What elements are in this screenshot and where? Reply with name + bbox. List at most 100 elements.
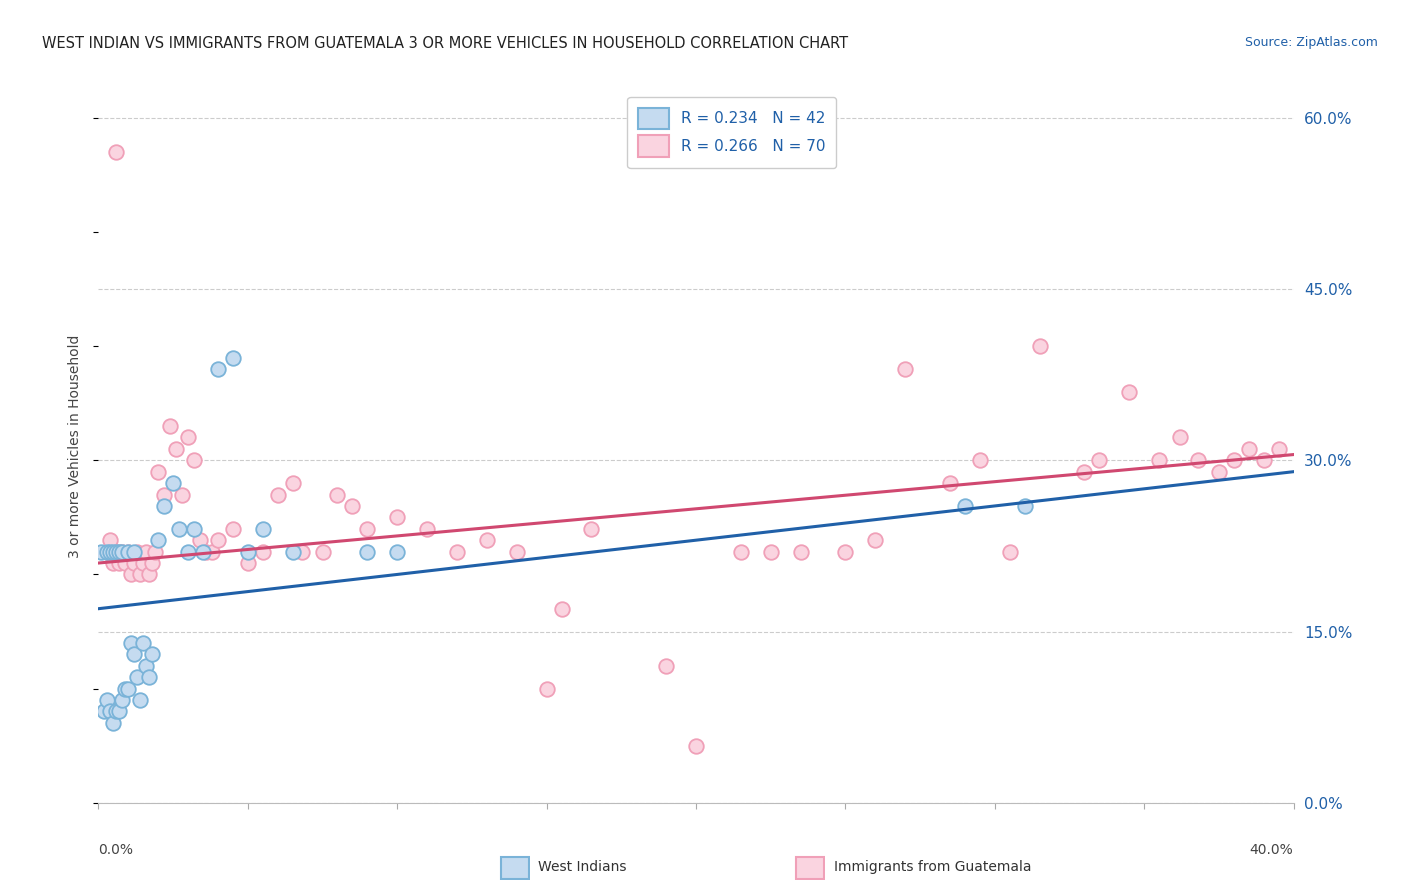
Text: 40.0%: 40.0% (1250, 843, 1294, 857)
Point (969, 453, 991, 467)
Point (129, 567, 152, 582)
Point (865, 533, 887, 548)
Point (385, 544, 409, 558)
Point (153, 499, 176, 513)
Point (96, 544, 118, 558)
Point (108, 705, 131, 719)
Text: 0.0%: 0.0% (98, 843, 134, 857)
Point (207, 362, 229, 376)
Point (172, 487, 194, 501)
Point (105, 544, 128, 558)
Point (129, 693, 152, 707)
Point (148, 533, 170, 548)
Point (153, 487, 176, 501)
Point (114, 681, 136, 696)
Point (96, 693, 118, 707)
Point (222, 351, 245, 365)
Point (342, 499, 364, 513)
Point (177, 544, 200, 558)
Point (117, 544, 139, 558)
Point (141, 648, 163, 662)
Text: Source: ZipAtlas.com: Source: ZipAtlas.com (1244, 36, 1378, 49)
Text: Immigrants from Guatemala: Immigrants from Guatemala (834, 860, 1031, 874)
Point (550, 601, 572, 615)
Point (1088, 453, 1111, 467)
Point (114, 556, 136, 570)
Point (201, 544, 224, 558)
Point (148, 465, 170, 479)
Point (1223, 453, 1246, 467)
Point (103, 715, 125, 730)
Point (98, 705, 122, 719)
Point (124, 556, 146, 570)
Point (195, 544, 218, 558)
Point (138, 670, 160, 684)
Point (90, 544, 112, 558)
Point (141, 556, 163, 570)
Point (252, 522, 274, 536)
Point (103, 544, 125, 558)
Point (188, 533, 211, 548)
Point (111, 544, 134, 558)
Point (267, 487, 290, 501)
Text: West Indians: West Indians (538, 860, 627, 874)
Point (356, 522, 378, 536)
Point (939, 476, 962, 491)
Point (326, 487, 349, 501)
Point (177, 430, 200, 444)
Point (1208, 465, 1230, 479)
Point (998, 544, 1021, 558)
Point (108, 544, 131, 558)
Point (730, 544, 752, 558)
Point (416, 522, 439, 536)
Point (356, 544, 378, 558)
Point (108, 556, 131, 570)
Point (1147, 453, 1170, 467)
Point (1267, 442, 1289, 456)
Point (105, 705, 128, 719)
Point (281, 544, 304, 558)
Point (655, 658, 678, 673)
Point (222, 522, 245, 536)
Point (183, 453, 205, 467)
Point (789, 544, 811, 558)
Point (1073, 465, 1095, 479)
Point (103, 556, 125, 570)
Point (1168, 430, 1191, 444)
Point (127, 544, 149, 558)
Point (183, 522, 205, 536)
Point (138, 567, 160, 582)
Point (135, 544, 157, 558)
Point (111, 693, 134, 707)
Point (120, 636, 142, 650)
Point (117, 544, 139, 558)
Point (1014, 499, 1036, 513)
Point (475, 533, 498, 548)
Point (93, 705, 115, 719)
Point (252, 544, 274, 558)
Point (581, 522, 603, 536)
Point (117, 681, 139, 696)
Point (135, 658, 157, 673)
Text: WEST INDIAN VS IMMIGRANTS FROM GUATEMALA 3 OR MORE VEHICLES IN HOUSEHOLD CORRELA: WEST INDIAN VS IMMIGRANTS FROM GUATEMALA… (42, 36, 848, 51)
Point (167, 522, 190, 536)
Point (446, 544, 468, 558)
Point (281, 476, 304, 491)
Point (96, 544, 118, 558)
Point (143, 544, 166, 558)
Point (120, 567, 142, 582)
Point (1253, 453, 1275, 467)
Point (98, 533, 122, 548)
Point (536, 681, 558, 696)
Point (127, 670, 149, 684)
Point (207, 533, 229, 548)
Point (236, 544, 259, 558)
Point (162, 476, 184, 491)
Point (1237, 442, 1260, 456)
Point (311, 544, 333, 558)
Point (291, 544, 314, 558)
Point (111, 544, 134, 558)
Point (108, 544, 131, 558)
Point (132, 636, 155, 650)
Point (124, 544, 146, 558)
